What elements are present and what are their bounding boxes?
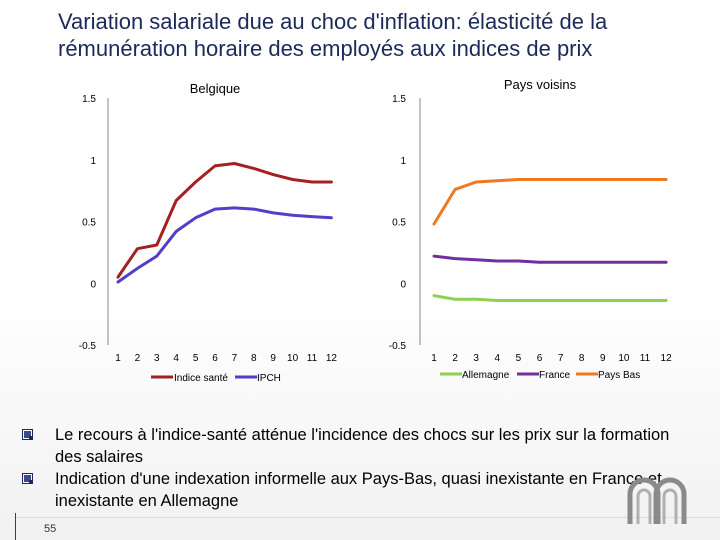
checkbox-bullet-icon <box>22 429 33 440</box>
footer-accent-line <box>15 513 16 540</box>
x-tick-label: 1 <box>431 353 437 364</box>
legend-label: IPCH <box>257 373 281 384</box>
series-line-pays-bas <box>432 178 668 226</box>
y-tick-label: -0.5 <box>79 341 97 352</box>
checkbox-bullet-icon <box>22 473 33 484</box>
x-tick-label: 6 <box>212 353 218 364</box>
x-tick-label: 12 <box>326 353 338 364</box>
x-tick-label: 6 <box>537 353 543 364</box>
series-line-france <box>432 254 668 264</box>
x-tick-label: 8 <box>579 353 585 364</box>
y-tick-label: 0.5 <box>392 218 406 229</box>
x-tick-label: 4 <box>495 353 501 364</box>
bullet-text: Indication d'une indexation informelle a… <box>55 470 662 510</box>
x-tick-label: 10 <box>618 353 630 364</box>
x-tick-label: 12 <box>661 353 673 364</box>
footer-divider <box>15 517 720 518</box>
y-tick-label: 1.5 <box>392 94 406 105</box>
legend-label: Indice santé <box>174 373 228 384</box>
chart-title: Belgique <box>190 81 241 96</box>
nbb-logo-icon <box>627 477 687 524</box>
x-tick-label: 9 <box>270 353 276 364</box>
x-tick-label: 5 <box>516 353 522 364</box>
x-tick-label: 9 <box>600 353 606 364</box>
x-tick-label: 11 <box>640 353 651 364</box>
x-tick-label: 7 <box>558 353 564 364</box>
y-tick-label: 0.5 <box>82 218 96 229</box>
x-tick-label: 3 <box>473 353 479 364</box>
series-line-allemagne <box>432 294 668 302</box>
x-tick-label: 10 <box>287 353 299 364</box>
y-tick-label: 1 <box>90 156 96 167</box>
series-line-ipch <box>116 206 333 284</box>
x-tick-label: 7 <box>232 353 238 364</box>
x-tick-label: 11 <box>307 353 318 364</box>
x-tick-label: 2 <box>452 353 458 364</box>
x-tick-label: 3 <box>154 353 160 364</box>
page-number: 55 <box>44 523 57 535</box>
x-tick-label: 2 <box>135 353 141 364</box>
y-tick-label: 1.5 <box>82 94 96 105</box>
y-tick-label: -0.5 <box>389 341 407 352</box>
bullet-text: Le recours à l'indice-santé atténue l'in… <box>55 426 670 466</box>
chart-title: Pays voisins <box>504 77 577 92</box>
x-tick-label: 1 <box>115 353 121 364</box>
legend-label: Pays Bas <box>598 370 640 381</box>
x-tick-label: 4 <box>173 353 179 364</box>
legend-label: France <box>539 370 571 381</box>
y-tick-label: 1 <box>400 156 406 167</box>
x-tick-label: 5 <box>193 353 199 364</box>
bullet-list: Le recours à l'indice-santé atténue l'in… <box>22 424 682 512</box>
bullet-item: Indication d'une indexation informelle a… <box>22 468 682 512</box>
y-tick-label: 0 <box>400 279 406 290</box>
y-tick-label: 0 <box>90 279 96 290</box>
x-tick-label: 8 <box>251 353 257 364</box>
legend-label: Allemagne <box>462 370 510 381</box>
bullet-item: Le recours à l'indice-santé atténue l'in… <box>22 424 682 468</box>
series-line-indice-santé <box>116 162 333 279</box>
slide-title: Variation salariale due au choc d'inflat… <box>58 9 608 61</box>
